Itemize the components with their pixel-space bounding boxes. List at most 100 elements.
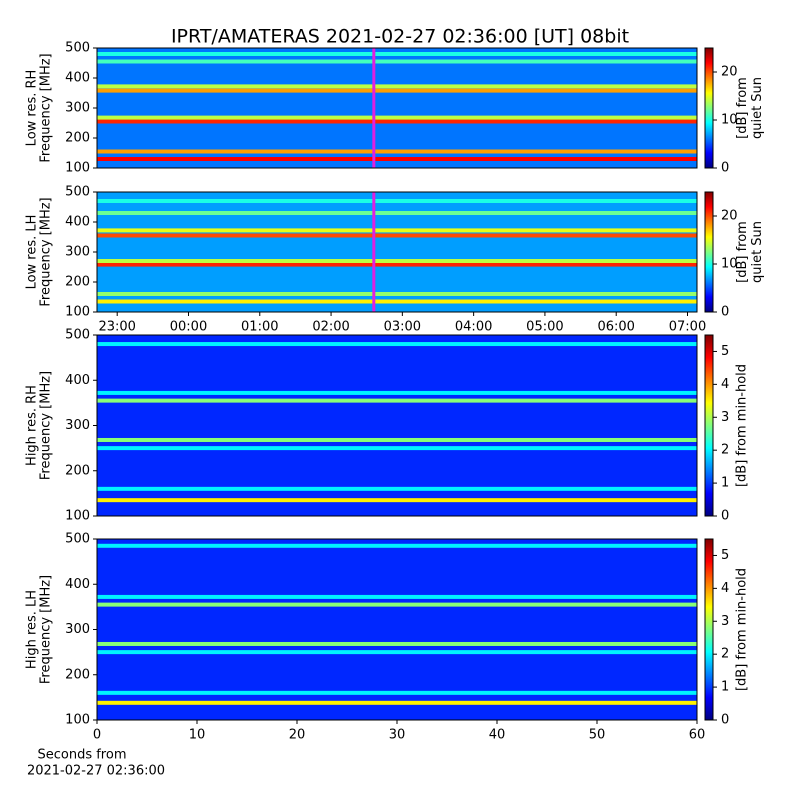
x-tick-label: 01:00 [241, 320, 278, 335]
colorbar-label: [dB] from min-hold [735, 568, 750, 691]
heatmap-band [97, 115, 697, 120]
heatmap-background [97, 539, 697, 720]
chart-title: IPRT/AMATERAS 2021-02-27 02:36:00 [UT] 0… [171, 26, 629, 48]
colorbar-tick-label: 0 [721, 161, 729, 176]
y-tick-label: 300 [65, 245, 90, 260]
y-tick-label: 400 [65, 71, 90, 86]
x-tick-label: 05:00 [526, 320, 563, 335]
heatmap-band [97, 594, 697, 599]
colorbar-tick-label: 0 [721, 713, 729, 728]
colorbar-label: quiet Sun [750, 77, 765, 139]
colorbar [704, 334, 714, 517]
colorbar-tick-label: 5 [721, 344, 729, 359]
heatmap-band [97, 446, 697, 451]
heatmap-band [97, 262, 697, 267]
heatmap-band [97, 211, 697, 215]
colorbar-tick-label: 10 [721, 113, 738, 128]
heatmap-background [97, 335, 697, 516]
heatmap-band [97, 228, 697, 233]
x-tick-label: 03:00 [384, 320, 421, 335]
y-tick-label: 300 [65, 101, 90, 116]
y-tick-label: 100 [65, 161, 90, 176]
colorbar-tick-label: 5 [721, 548, 729, 563]
y-tick-label: 500 [65, 532, 90, 547]
x-tick-label: 30 [389, 728, 406, 743]
x-tick-label: 02:00 [312, 320, 349, 335]
heatmap-band [97, 700, 697, 705]
colorbar-tick-label: 3 [721, 614, 729, 629]
y-tick-label: 500 [65, 41, 90, 56]
y-axis-label: Frequency [MHz] [39, 53, 54, 162]
y-tick-label: 100 [65, 713, 90, 728]
x-tick-label: 50 [589, 728, 606, 743]
y-tick-label: 400 [65, 577, 90, 592]
heatmap-background [97, 48, 697, 168]
heatmap-band [97, 486, 697, 491]
x-tick-label: 40 [489, 728, 506, 743]
y-axis-label: Frequency [MHz] [39, 197, 54, 306]
heatmap-band [97, 641, 697, 646]
colorbar-tick-label: 1 [721, 476, 729, 491]
x-tick-label: 04:00 [455, 320, 492, 335]
y-tick-label: 500 [65, 328, 90, 343]
heatmap-band [97, 233, 697, 238]
heatmap-band [97, 88, 697, 93]
x-tick-label: 00:00 [170, 320, 207, 335]
colorbar-tick-label: 4 [721, 581, 729, 596]
colorbar-tick-label: 20 [721, 209, 738, 224]
y-tick-label: 100 [65, 509, 90, 524]
colorbar-tick-label: 10 [721, 257, 738, 272]
colorbar-tick-label: 20 [721, 65, 738, 80]
spectrogram [97, 539, 697, 720]
y-tick-label: 500 [65, 185, 90, 200]
heatmap-band [97, 119, 697, 124]
heatmap-band [97, 342, 697, 347]
colorbar-tick-label: 3 [721, 410, 729, 425]
heatmap-band [97, 52, 697, 56]
heatmap-band [97, 390, 697, 395]
heatmap-band [97, 543, 697, 548]
y-axis-label: Frequency [MHz] [39, 575, 54, 684]
colorbar-tick-label: 2 [721, 647, 729, 662]
heatmap-band [97, 84, 697, 89]
colorbar [704, 191, 714, 313]
heatmap-band [97, 650, 697, 655]
heatmap-band [97, 59, 697, 64]
y-axis-label: High res. LH [25, 590, 40, 669]
spectrogram [97, 192, 697, 312]
y-tick-label: 200 [65, 667, 90, 682]
y-tick-label: 200 [65, 463, 90, 478]
heatmap-band [97, 292, 697, 296]
y-tick-label: 200 [65, 131, 90, 146]
heatmap-band [97, 149, 697, 154]
colorbar-tick-label: 0 [721, 305, 729, 320]
colorbar-label: [dB] from [735, 77, 750, 139]
x-tick-label: 0 [93, 728, 101, 743]
heatmap-band [97, 602, 697, 607]
x-tick-label: 23:00 [98, 320, 135, 335]
heatmap-band [97, 437, 697, 442]
heatmap-band [97, 299, 697, 304]
colorbar-label: quiet Sun [750, 221, 765, 283]
heatmap-band [97, 259, 697, 263]
x-tick-label: 20 [289, 728, 306, 743]
x-tick-label: 06:00 [597, 320, 634, 335]
x-tick-label: 07:00 [669, 320, 706, 335]
spectrogram [97, 48, 697, 168]
colorbar-tick-label: 0 [721, 509, 729, 524]
y-tick-label: 400 [65, 373, 90, 388]
y-axis-label: High res. RH [25, 385, 40, 466]
x-tick-label: 60 [689, 728, 706, 743]
heatmap-band [97, 690, 697, 695]
x-axis-label: 2021-02-27 02:36:00 [27, 764, 165, 779]
x-tick-label: 10 [189, 728, 206, 743]
y-tick-label: 100 [65, 305, 90, 320]
heatmap-band [97, 157, 697, 161]
colorbar-tick-label: 2 [721, 443, 729, 458]
colorbar-tick-label: 1 [721, 680, 729, 695]
y-axis-label: Low res. RH [25, 70, 40, 147]
y-tick-label: 200 [65, 275, 90, 290]
spectrogram [97, 335, 697, 516]
y-tick-label: 300 [65, 622, 90, 637]
